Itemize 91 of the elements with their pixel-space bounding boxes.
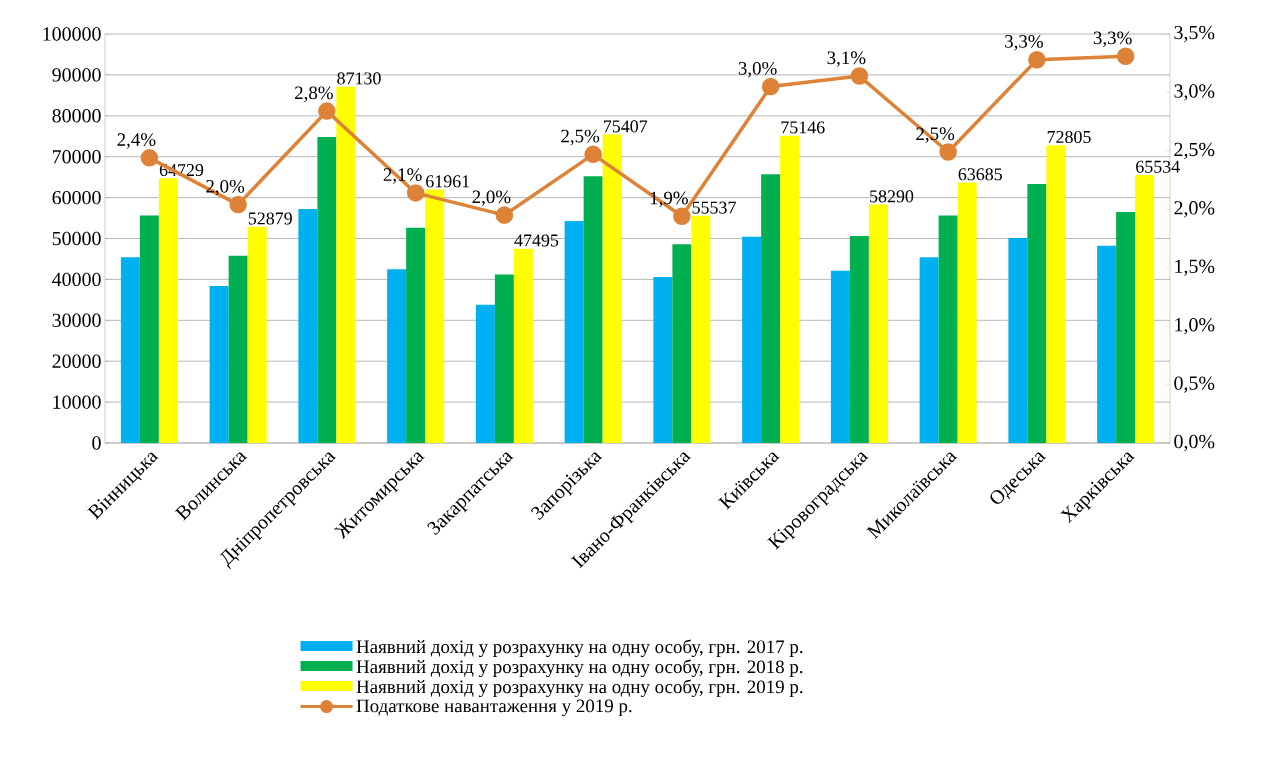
bar [317, 137, 337, 443]
legend-label: Наявний дохід у розрахунку на одну особу, грн. 2018 р. [356, 659, 803, 678]
y2-tick-label: 3,5% [1174, 25, 1215, 43]
legend-label: Податкове навантаження у 2019 р. [356, 699, 632, 717]
bar [425, 189, 445, 443]
point [850, 67, 869, 85]
data-label: 2,4% [117, 133, 156, 149]
bar [158, 178, 178, 443]
bar [868, 204, 888, 443]
point [673, 207, 691, 226]
point [229, 195, 247, 214]
data-label: 75146 [781, 121, 825, 134]
bar [583, 176, 603, 443]
data-label: 65534 [1136, 160, 1180, 173]
bar [1116, 211, 1136, 443]
bar [475, 304, 495, 443]
bar [602, 134, 622, 443]
data-label: 58290 [870, 190, 914, 203]
y-tick-label: 40000 [52, 272, 101, 287]
bar [691, 215, 711, 443]
bar [957, 182, 977, 443]
bar [1027, 184, 1047, 443]
bar [387, 269, 407, 443]
bar [228, 255, 248, 443]
bar [1097, 245, 1117, 443]
bar [761, 174, 781, 443]
bar [564, 220, 584, 443]
bar [672, 244, 692, 443]
bar [780, 135, 800, 443]
data-label: 2,8% [294, 86, 333, 102]
bar [209, 285, 229, 443]
y-tick-label: 0 [92, 436, 101, 450]
point [939, 143, 957, 161]
point [140, 149, 159, 167]
y-tick-label: 60000 [52, 190, 101, 205]
y-tick-label: 10000 [53, 395, 101, 409]
bar [742, 236, 762, 443]
data-label: 75407 [604, 120, 648, 133]
point [318, 102, 336, 120]
bar [1135, 174, 1155, 443]
legend-label: Наявний дохід у розрахунку на одну особу, грн. 2017 р. [356, 639, 803, 658]
point [1028, 50, 1046, 69]
bar [298, 209, 318, 443]
data-label: 3,1% [827, 51, 866, 67]
y2-tick-label: 2,5% [1174, 142, 1215, 160]
point [584, 145, 602, 164]
y-tick-label: 100000 [43, 27, 101, 41]
point [406, 184, 425, 202]
bar [336, 86, 356, 443]
legend-label: Наявний дохід у розрахунку на одну особу, грн. 2019 р. [356, 679, 803, 698]
y-tick-label: 90000 [52, 68, 101, 82]
data-label: 3,0% [738, 61, 777, 78]
bar [1046, 145, 1066, 443]
bar [938, 215, 958, 443]
y2-tick-label: 1,0% [1175, 317, 1215, 335]
bar [247, 226, 267, 443]
y2-tick-label: 3,0% [1174, 84, 1215, 101]
data-label: 87130 [337, 72, 381, 85]
y2-tick-label: 2,0% [1174, 201, 1215, 218]
y-tick-label: 30000 [52, 313, 101, 328]
data-label: 55537 [692, 201, 736, 214]
bar [653, 276, 673, 443]
point [495, 206, 514, 224]
data-label: 2,0% [472, 190, 511, 206]
y-tick-label: 20000 [52, 354, 101, 368]
bar [139, 215, 159, 443]
bar [849, 236, 869, 443]
point [761, 77, 780, 96]
y-tick-label: 80000 [52, 109, 101, 123]
data-label: 2,5% [561, 129, 600, 146]
bar [1008, 238, 1028, 443]
y-tick-label: 50000 [52, 231, 101, 246]
data-label: 63685 [958, 168, 1002, 181]
data-label: 2,0% [206, 179, 245, 196]
bar [406, 227, 426, 443]
data-label: 61961 [426, 175, 470, 188]
bar [513, 248, 533, 443]
y2-tick-label: 0,0% [1174, 434, 1215, 452]
data-label: 3,3% [1005, 35, 1043, 51]
data-label: 47495 [514, 234, 559, 247]
y-tick-label: 70000 [52, 149, 101, 164]
data-label: 52879 [248, 212, 292, 225]
y2-tick-label: 0,5% [1174, 376, 1215, 393]
data-label: 3,3% [1093, 31, 1132, 47]
data-label: 72805 [1047, 130, 1091, 144]
y2-tick-label: 1,5% [1175, 259, 1215, 276]
bar [120, 257, 140, 443]
bar [919, 257, 939, 443]
bar [494, 274, 514, 443]
point [1116, 47, 1135, 65]
bar [830, 270, 850, 443]
